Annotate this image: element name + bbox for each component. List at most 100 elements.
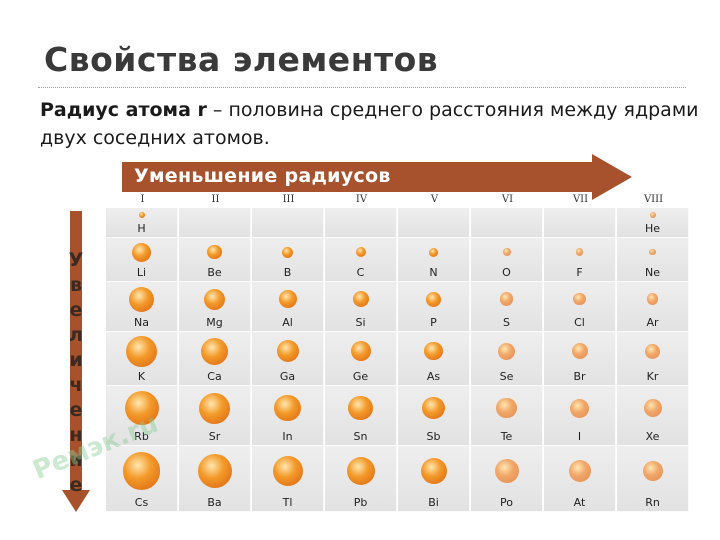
element-cell-as: As <box>398 332 470 386</box>
element-cell-pb: Pb <box>325 446 397 512</box>
atom-sphere <box>122 452 161 490</box>
atom-sphere <box>350 341 371 361</box>
element-cell-ga: Ga <box>252 332 324 386</box>
atom-sphere <box>204 288 225 310</box>
element-cell-si: Si <box>325 282 397 332</box>
atom-sphere <box>272 456 303 486</box>
atom-sphere <box>499 292 514 306</box>
element-cell-f: F <box>544 238 616 282</box>
increase-arrow <box>70 211 82 491</box>
element-cell-te: Te <box>471 386 543 446</box>
element-cell-sb: Sb <box>398 386 470 446</box>
element-cell-po: Po <box>471 446 543 512</box>
element-symbol: P <box>430 316 437 329</box>
element-cell-s: S <box>471 282 543 332</box>
element-symbol: Al <box>282 316 293 329</box>
element-cell-he: He <box>617 208 689 238</box>
atom-sphere <box>278 290 297 308</box>
element-symbol: S <box>503 316 510 329</box>
element-symbol: Na <box>134 316 149 329</box>
decrease-arrow-head <box>592 154 632 200</box>
element-symbol: Pb <box>353 496 368 509</box>
element-symbol: At <box>573 496 586 509</box>
element-symbol: Cs <box>134 496 149 509</box>
element-symbol: Br <box>573 370 586 383</box>
element-symbol: C <box>356 266 365 279</box>
element-cell-in: In <box>252 386 324 446</box>
element-symbol: H <box>137 222 146 235</box>
element-cell-sn: Sn <box>325 386 397 446</box>
element-symbol: Sn <box>353 430 368 443</box>
atom-sphere <box>129 286 154 312</box>
atom-sphere <box>649 212 656 218</box>
definition-body: – половина среднего расстояния между ядр… <box>40 99 699 149</box>
element-symbol: As <box>426 370 441 383</box>
element-cell-ca: Ca <box>179 332 251 386</box>
atom-sphere <box>282 246 293 258</box>
atom-sphere <box>429 247 438 257</box>
group-labels: I II III IV V VI VII VIII <box>106 194 691 208</box>
atom-sphere <box>645 343 660 359</box>
element-cell-rn: Rn <box>617 446 689 512</box>
group-label: IV <box>355 194 368 205</box>
group-label: III <box>282 194 295 205</box>
group-label: I <box>140 194 145 205</box>
element-symbol: Po <box>500 496 513 509</box>
atom-sphere <box>426 291 441 307</box>
element-cell-mg: Mg <box>179 282 251 332</box>
element-cell-o: O <box>471 238 543 282</box>
element-symbol: Te <box>500 430 513 443</box>
element-symbol: He <box>644 222 661 235</box>
atom-sphere <box>352 291 369 307</box>
empty-cell <box>398 208 470 238</box>
definition-text: Радиус атома r – половина среднего расст… <box>40 96 700 152</box>
element-symbol: O <box>502 266 511 279</box>
increase-letter: и <box>69 349 83 371</box>
increase-letter: е <box>69 474 83 496</box>
element-cell-b: B <box>252 238 324 282</box>
page-title: Свойства элементов <box>44 40 439 79</box>
atom-sphere <box>424 341 443 361</box>
empty-cell <box>325 208 397 238</box>
atom-sphere <box>138 212 145 218</box>
atom-sphere <box>348 395 373 421</box>
group-label: VIII <box>643 194 664 205</box>
definition-term: Радиус атома r <box>40 99 207 121</box>
element-symbol: Xe <box>645 430 660 443</box>
element-symbol: Ca <box>207 370 222 383</box>
atom-sphere <box>496 397 517 419</box>
element-cell-p: P <box>398 282 470 332</box>
atom-sphere <box>498 342 515 360</box>
element-symbol: Ga <box>279 370 296 383</box>
element-cell-n: N <box>398 238 470 282</box>
empty-cell <box>179 208 251 238</box>
increase-letter: е <box>69 299 83 321</box>
atom-sphere <box>197 454 232 488</box>
atom-sphere <box>276 340 299 362</box>
element-symbol: F <box>576 266 583 279</box>
element-cell-k: K <box>106 332 178 386</box>
atom-sphere <box>568 460 591 482</box>
title-divider <box>38 87 686 88</box>
atom-sphere <box>346 457 375 485</box>
element-symbol: Se <box>499 370 514 383</box>
element-symbol: Rn <box>645 496 660 509</box>
element-symbol: Cl <box>574 316 585 329</box>
atom-sphere <box>643 399 662 417</box>
atom-sphere <box>132 242 151 262</box>
element-symbol: B <box>283 266 292 279</box>
element-cell-cl: Cl <box>544 282 616 332</box>
empty-cell <box>544 208 616 238</box>
element-symbol: Tl <box>282 496 293 509</box>
element-symbol: Ba <box>207 496 222 509</box>
empty-cell <box>252 208 324 238</box>
increase-letter: У <box>68 249 84 271</box>
decrease-arrow <box>122 162 592 192</box>
element-cell-ba: Ba <box>179 446 251 512</box>
element-symbol: In <box>282 430 293 443</box>
element-cell-be: Be <box>179 238 251 282</box>
element-cell-tl: Tl <box>252 446 324 512</box>
atom-sphere <box>494 459 519 483</box>
